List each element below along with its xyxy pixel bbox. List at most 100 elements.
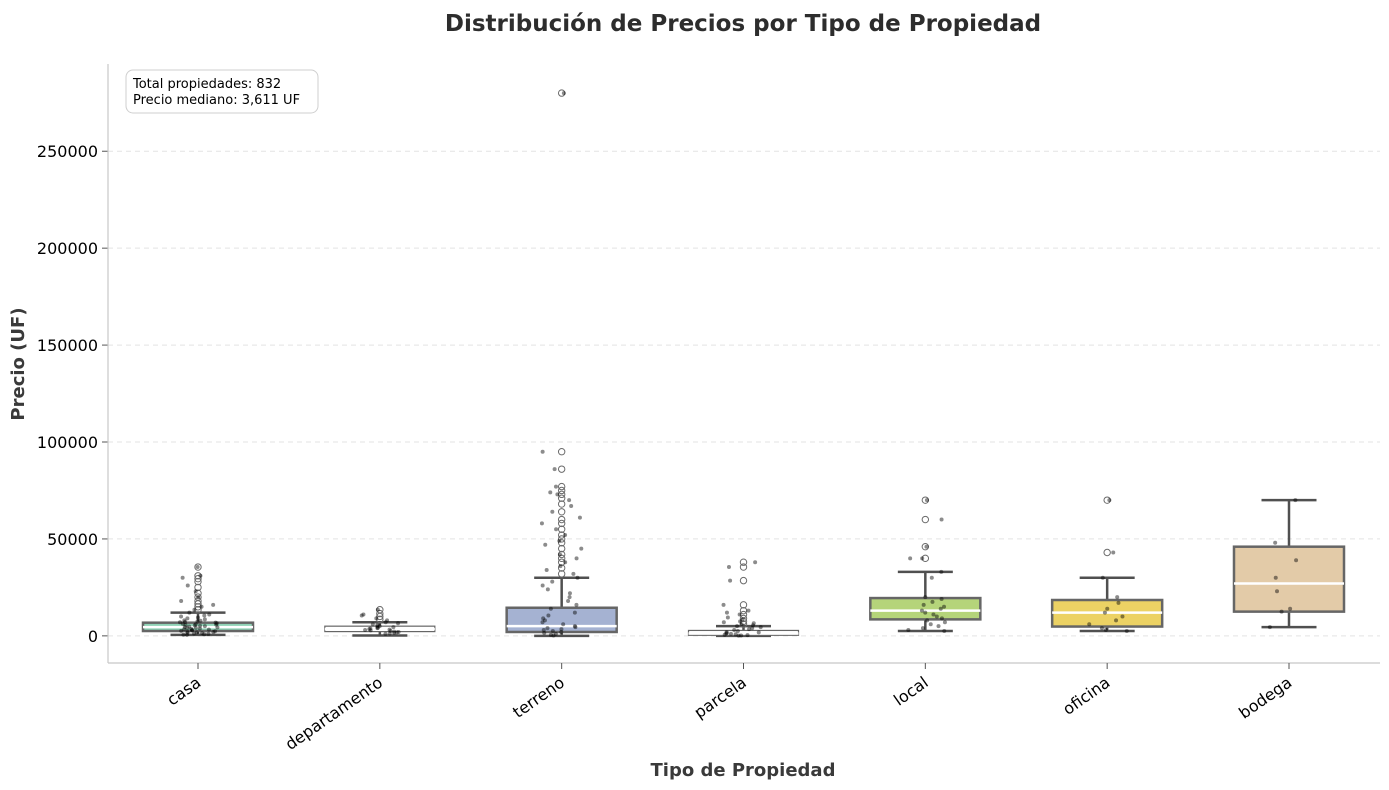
jitter-point bbox=[735, 624, 740, 629]
jitter-point bbox=[553, 484, 558, 489]
jitter-point bbox=[574, 602, 579, 607]
jitter-point bbox=[557, 552, 562, 557]
jitter-point bbox=[919, 608, 924, 613]
jitter-point bbox=[930, 599, 935, 604]
jitter-point bbox=[738, 619, 743, 624]
jitter-point bbox=[1115, 595, 1120, 600]
jitter-point bbox=[737, 612, 742, 617]
outlier-point bbox=[557, 448, 566, 456]
jitter-point bbox=[367, 627, 372, 632]
jitter-point bbox=[198, 618, 203, 623]
outlier-point bbox=[557, 525, 566, 533]
jitter-point bbox=[561, 91, 566, 96]
jitter-point bbox=[1105, 606, 1110, 611]
jitter-point bbox=[192, 607, 197, 612]
jitter-point bbox=[185, 626, 190, 631]
y-tick-label: 150000 bbox=[37, 336, 98, 355]
x-tick-label: terreno bbox=[509, 673, 568, 722]
jitter-point bbox=[184, 632, 189, 637]
jitter-point bbox=[751, 621, 756, 626]
jitter-point bbox=[920, 556, 925, 561]
jitter-point bbox=[923, 610, 928, 615]
jitter-point bbox=[202, 617, 207, 622]
jitter-point bbox=[1267, 625, 1272, 630]
jitter-point bbox=[939, 597, 944, 602]
outlier-point bbox=[557, 494, 566, 502]
jitter-point bbox=[724, 629, 729, 634]
boxes bbox=[141, 89, 1346, 638]
jitter-point bbox=[370, 622, 375, 627]
jitter-point bbox=[387, 631, 392, 636]
jitter-point bbox=[558, 564, 563, 569]
jitter-point bbox=[1124, 629, 1129, 634]
y-tick-label: 50000 bbox=[47, 530, 98, 549]
jitter-point bbox=[211, 602, 216, 607]
jitter-point bbox=[375, 623, 380, 628]
jitter-point bbox=[551, 633, 556, 638]
jitter-point bbox=[929, 575, 934, 580]
jitter-point bbox=[569, 503, 574, 508]
jitter-point bbox=[739, 633, 744, 638]
jitter-point bbox=[392, 630, 397, 635]
jitter-point bbox=[374, 616, 379, 621]
x-tick-label: local bbox=[890, 673, 931, 710]
jitter-point bbox=[392, 629, 397, 634]
jitter-point bbox=[724, 610, 729, 615]
outlier-point bbox=[739, 563, 748, 571]
jitter-point bbox=[541, 616, 546, 621]
jitter-point bbox=[192, 623, 197, 628]
jitter-point bbox=[1116, 600, 1121, 605]
jitter-point bbox=[202, 632, 207, 637]
jitter-point bbox=[579, 546, 584, 551]
jitter-point bbox=[185, 583, 190, 588]
jitter-point bbox=[541, 628, 546, 633]
jitter-point bbox=[200, 631, 205, 636]
jitter-point bbox=[187, 624, 192, 629]
outlier-point bbox=[194, 572, 202, 580]
jitter-point bbox=[552, 467, 557, 472]
jitter-point bbox=[185, 629, 190, 634]
outlier-point bbox=[921, 515, 930, 524]
jitter-point bbox=[195, 619, 200, 624]
jitter-point bbox=[739, 622, 744, 627]
outlier-point bbox=[194, 605, 202, 614]
jitter-point bbox=[180, 621, 185, 626]
outlier-point bbox=[557, 564, 566, 572]
y-tick-label: 200000 bbox=[37, 239, 98, 258]
y-tick-label: 0 bbox=[88, 627, 98, 646]
jitter-point bbox=[198, 623, 203, 628]
jitter-point bbox=[387, 627, 392, 632]
jitter-point bbox=[567, 591, 572, 596]
outlier-point bbox=[557, 482, 566, 491]
jitter-point bbox=[751, 623, 756, 628]
jitter-point bbox=[213, 629, 218, 634]
jitter-point bbox=[557, 538, 562, 543]
jitter-point bbox=[574, 556, 579, 561]
jitter-point bbox=[571, 571, 576, 576]
box-iqr bbox=[1232, 545, 1346, 613]
x-tick-label: oficina bbox=[1059, 673, 1113, 719]
jitter-point bbox=[736, 633, 741, 638]
annotation-median: Precio mediano: 3,611 UF bbox=[133, 93, 300, 108]
box-iqr bbox=[869, 596, 982, 621]
box-group-casa bbox=[141, 563, 255, 637]
jitter-point bbox=[383, 620, 388, 625]
x-tick-label: parcela bbox=[691, 673, 750, 722]
jitter-point bbox=[396, 629, 401, 634]
box-iqr bbox=[505, 606, 618, 634]
jitter-point bbox=[747, 627, 752, 632]
jitter-point bbox=[189, 626, 194, 631]
jitter-point bbox=[921, 602, 926, 607]
y-axis-title: Precio (UF) bbox=[8, 307, 29, 420]
outlier-point bbox=[557, 508, 566, 516]
jitter-point bbox=[190, 628, 195, 633]
annotation-box bbox=[125, 69, 319, 114]
jitter-point bbox=[938, 606, 943, 611]
chart-title: Distribución de Precios por Tipo de Prop… bbox=[445, 11, 1041, 37]
jitter-point bbox=[942, 620, 947, 625]
jitter-point bbox=[724, 630, 729, 635]
jitter-point bbox=[179, 614, 184, 619]
y-tick-label: 250000 bbox=[37, 142, 98, 161]
jitter-point bbox=[939, 569, 944, 574]
